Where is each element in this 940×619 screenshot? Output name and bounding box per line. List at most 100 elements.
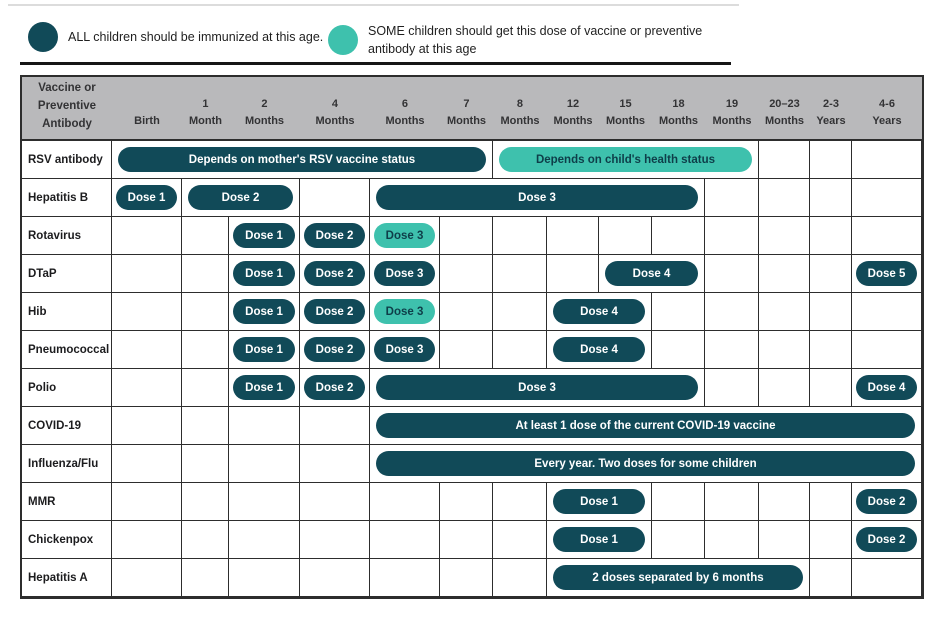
empty-cell [852,559,922,597]
vaccine-row-label: COVID-19 [22,407,112,445]
legend-all-label: ALL children should be immunized at this… [68,29,324,44]
all-dose-pill: Dose 2 [304,299,365,324]
empty-cell [705,217,759,255]
all-dose-dot-icon [28,22,58,52]
empty-cell [759,255,810,293]
empty-cell [182,293,229,331]
all-dose-pill: Dose 4 [553,299,645,324]
all-dose-pill: Dose 3 [374,337,435,362]
empty-cell [229,521,300,559]
empty-cell [440,331,493,369]
dose-cell: Depends on mother's RSV vaccine status [112,141,493,179]
all-dose-pill: Dose 2 [304,375,365,400]
empty-cell [182,445,229,483]
empty-cell [652,331,705,369]
all-dose-pill: Dose 3 [376,185,698,210]
empty-cell [759,483,810,521]
empty-cell [493,521,547,559]
empty-cell [229,559,300,597]
vaccine-row-label: RSV antibody [22,141,112,179]
empty-cell [370,559,440,597]
empty-cell [370,521,440,559]
all-dose-pill: Dose 4 [553,337,645,362]
all-dose-pill: Dose 4 [605,261,698,286]
empty-cell [182,521,229,559]
empty-cell [493,255,547,293]
column-header: 15 Months [599,77,652,141]
all-dose-pill: Dose 2 [304,223,365,248]
empty-cell [182,407,229,445]
empty-cell [493,293,547,331]
dose-cell: Dose 1 [229,331,300,369]
empty-cell [810,255,852,293]
some-dose-pill: Dose 3 [374,223,435,248]
empty-cell [440,559,493,597]
vaccine-row-label: Pneumococcal [22,331,112,369]
corner-header: Vaccine or Preventive Antibody [22,77,112,141]
dose-cell: Dose 3 [370,369,705,407]
empty-cell [810,179,852,217]
dose-cell: Dose 3 [370,179,705,217]
column-header: 2-3 Years [810,77,852,141]
empty-cell [440,293,493,331]
empty-cell [599,217,652,255]
dose-cell: Dose 2 [852,521,922,559]
empty-cell [705,331,759,369]
empty-cell [182,217,229,255]
some-dose-pill: Dose 3 [374,299,435,324]
all-dose-pill: Dose 3 [376,375,698,400]
dose-cell: Dose 4 [852,369,922,407]
dose-cell: Dose 2 [300,369,370,407]
empty-cell [759,217,810,255]
empty-cell [229,407,300,445]
empty-cell [547,217,599,255]
empty-cell [852,293,922,331]
empty-cell [440,255,493,293]
column-header: 18 Months [652,77,705,141]
all-dose-pill: 2 doses separated by 6 months [553,565,803,590]
empty-cell [300,407,370,445]
dose-cell: Dose 3 [370,293,440,331]
empty-cell [112,407,182,445]
vaccine-row-label: Influenza/Flu [22,445,112,483]
all-dose-pill: Dose 1 [233,261,295,286]
dose-cell: Dose 3 [370,255,440,293]
vaccine-row-label: Hepatitis A [22,559,112,597]
empty-cell [112,445,182,483]
empty-cell [705,369,759,407]
empty-cell [810,141,852,179]
dose-cell: Dose 2 [300,255,370,293]
empty-cell [705,179,759,217]
legend-item-all: ALL children should be immunized at this… [28,22,323,52]
all-dose-pill: Dose 1 [233,299,295,324]
all-dose-pill: Every year. Two doses for some children [376,451,915,476]
dose-cell: Dose 1 [229,369,300,407]
dose-cell: Dose 2 [300,217,370,255]
empty-cell [652,521,705,559]
empty-cell [852,141,922,179]
dose-cell: Dose 3 [370,217,440,255]
empty-cell [493,331,547,369]
dose-cell: Dose 1 [112,179,182,217]
column-header: 8 Months [493,77,547,141]
empty-cell [810,483,852,521]
empty-cell [182,559,229,597]
column-header: 19 Months [705,77,759,141]
all-dose-pill: Dose 5 [856,261,917,286]
dose-cell: Every year. Two doses for some children [370,445,922,483]
all-dose-pill: Dose 2 [856,489,917,514]
empty-cell [229,445,300,483]
column-header: 12 Months [547,77,599,141]
empty-cell [440,521,493,559]
column-header: 4-6 Years [852,77,922,141]
dose-cell: Dose 1 [229,293,300,331]
empty-cell [300,179,370,217]
some-dose-pill: Depends on child's health status [499,147,752,172]
empty-cell [759,141,810,179]
all-dose-pill: Depends on mother's RSV vaccine status [118,147,486,172]
column-header: Birth [112,77,182,141]
vaccine-row-label: Rotavirus [22,217,112,255]
empty-cell [182,255,229,293]
dose-cell: 2 doses separated by 6 months [547,559,810,597]
dose-cell: Dose 2 [300,293,370,331]
